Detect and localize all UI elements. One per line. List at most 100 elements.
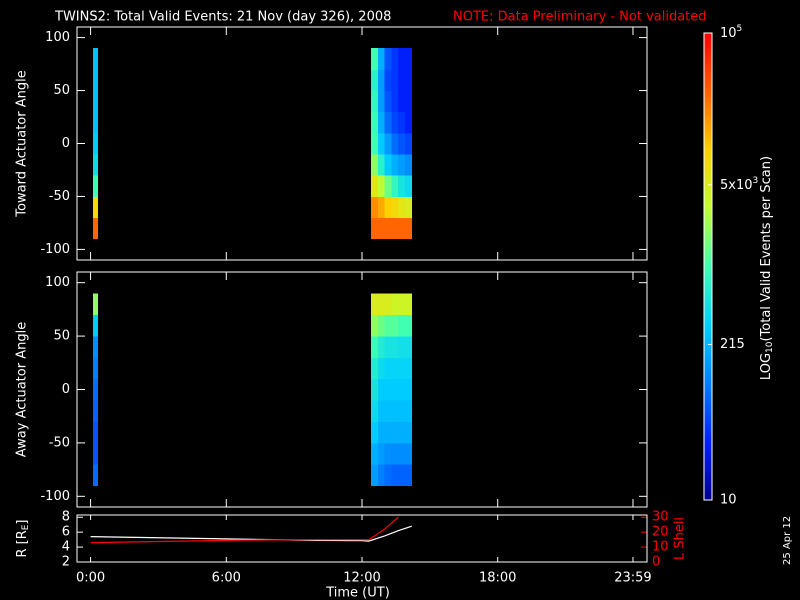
heatmap-cell <box>398 464 406 487</box>
heatmap-cell <box>404 336 413 358</box>
heatmap-cell <box>391 196 399 219</box>
heatmap-cell <box>371 69 379 91</box>
y-axis-label-part: ] <box>15 519 30 524</box>
y2-tick-label: 10 <box>652 540 669 555</box>
heatmap-cell <box>391 48 399 70</box>
heatmap-cell <box>384 90 392 113</box>
heatmap-cell <box>92 336 98 358</box>
x-tick-label: 6:00 <box>212 571 241 586</box>
heatmap-cell <box>377 69 386 91</box>
heatmap-cell <box>398 48 406 70</box>
heatmap-cell <box>398 111 406 134</box>
y-tick-label: 100 <box>45 30 70 45</box>
heatmap-cell <box>404 442 413 465</box>
heatmap-cell <box>404 132 413 155</box>
y-tick-label: -50 <box>49 435 70 450</box>
heatmap-cell <box>92 111 98 134</box>
heatmap-cell <box>92 90 98 113</box>
heatmap-cell <box>384 48 392 70</box>
heatmap-cell <box>377 293 386 316</box>
heatmap-cell <box>404 196 413 219</box>
heatmap-cell <box>371 175 379 197</box>
heatmap-cell <box>384 69 392 91</box>
colorbar-tick-label-base: 5x10 <box>720 177 753 192</box>
heatmap-cell <box>398 442 406 465</box>
x-tick-label: 12:00 <box>343 571 380 586</box>
heatmap-cell <box>92 132 98 155</box>
heatmap-cell <box>371 442 379 465</box>
heatmap-cell <box>384 293 392 316</box>
y-tick-label: -100 <box>40 489 70 504</box>
heatmap-cell <box>391 132 399 155</box>
heatmap-cell <box>377 217 386 240</box>
heatmap-cell <box>377 132 386 155</box>
heatmap-cell <box>377 378 386 401</box>
heatmap-cell <box>371 400 379 422</box>
plot-frame <box>76 271 648 508</box>
heatmap-cell <box>92 400 98 422</box>
heatmap-cell <box>384 217 392 240</box>
heatmap-cell <box>371 154 379 176</box>
y-tick-label: 0 <box>62 382 70 397</box>
y-tick-label: -100 <box>40 242 70 257</box>
colorbar-tick-label: 215 <box>720 337 745 352</box>
heatmap-cell <box>398 314 406 337</box>
heatmap-cell <box>391 293 399 316</box>
heatmap-cell <box>404 217 413 240</box>
y2-axis-label: L Shell <box>673 517 688 560</box>
data-line <box>90 525 412 542</box>
heatmap-cell <box>398 154 406 176</box>
heatmap-cell <box>92 69 98 91</box>
y-tick-label: 100 <box>45 275 70 290</box>
heatmap-cell <box>371 111 379 134</box>
heatmap-cell <box>391 69 399 91</box>
y-axis-label: Away Actuator Angle <box>15 322 30 457</box>
heatmap-cell <box>92 357 98 380</box>
heatmap-cell <box>377 196 386 219</box>
heatmap-cell <box>92 217 98 240</box>
heatmap-cell <box>384 154 392 176</box>
heatmap-cell <box>404 421 413 444</box>
y2-tick-label: 0 <box>652 555 660 570</box>
heatmap-cell <box>371 378 379 401</box>
heatmap-cell <box>371 48 379 70</box>
chart-title: TWINS2: Total Valid Events: 21 Nov (day … <box>54 10 391 25</box>
heatmap-cell <box>398 69 406 91</box>
heatmap-cell <box>384 132 392 155</box>
heatmap-cell <box>371 464 379 487</box>
colorbar-tick-label-base: 10 <box>720 26 737 41</box>
heatmap-cell <box>377 421 386 444</box>
heatmap-cell <box>384 175 392 197</box>
heatmap-cell <box>391 336 399 358</box>
heatmap-cell <box>371 314 379 337</box>
heatmap-cell <box>404 154 413 176</box>
data-line <box>90 516 399 544</box>
y2-tick-label: 30 <box>652 510 669 525</box>
heatmap-cell <box>398 421 406 444</box>
y-tick-label: 6 <box>62 525 70 540</box>
note: NOTE: Data Preliminary - Not validated <box>453 10 707 25</box>
heatmap-cell <box>391 90 399 113</box>
heatmap-cell <box>384 464 392 487</box>
colorbar-label-part: (Total Valid Events per Scan) <box>759 156 774 342</box>
heatmap-cell <box>377 442 386 465</box>
heatmap-cell <box>377 400 386 422</box>
heatmap-cell <box>404 378 413 401</box>
y-axis-label: R [RE] <box>15 519 31 557</box>
y-axis-label-part: R [R <box>15 530 30 557</box>
heatmap-cell <box>377 336 386 358</box>
heatmap-cell <box>391 378 399 401</box>
heatmap-cell <box>391 175 399 197</box>
heatmap-cell <box>92 421 98 444</box>
y-axis-label: Toward Actuator Angle <box>15 70 30 217</box>
heatmap-cell <box>404 90 413 113</box>
heatmap-cell <box>371 90 379 113</box>
heatmap-cell <box>384 400 392 422</box>
heatmap-cell <box>398 217 406 240</box>
y-tick-label: 4 <box>62 540 70 555</box>
heatmap-cell <box>92 314 98 337</box>
heatmap-cell <box>391 442 399 465</box>
plot-frame <box>76 26 648 261</box>
heatmap-cell <box>398 357 406 380</box>
heatmap-cell <box>371 357 379 380</box>
